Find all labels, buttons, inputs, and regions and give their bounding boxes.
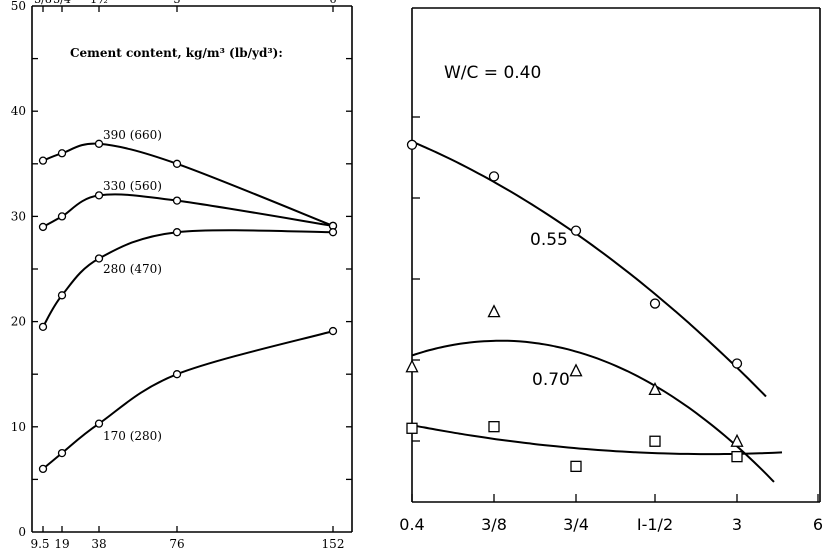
left-ticks xyxy=(32,6,352,532)
right-ticks xyxy=(411,116,819,502)
left-y-tick-label: 10 xyxy=(11,420,26,434)
right-data-point-circle xyxy=(731,358,743,369)
left-data-point xyxy=(172,159,182,168)
right-series-label: 0.55 xyxy=(530,230,568,250)
right-x-tick-labels: 0.4 3/8 3/4 I-1/2 3 6 xyxy=(399,515,823,534)
left-x-tick-labels-bottom: 9.5 19 38 76 152 xyxy=(30,537,344,551)
right-chart: 0.4 3/8 3/4 I-1/2 3 6 W/C = 0.40 0.55 0.70 xyxy=(399,7,823,534)
left-data-point xyxy=(94,139,104,148)
left-series-label: 330 (560) xyxy=(103,179,162,193)
right-series-label: W/C = 0.40 xyxy=(444,63,541,83)
right-data-point-triangle xyxy=(648,381,662,396)
left-data-point xyxy=(328,326,338,336)
left-series-label: 280 (470) xyxy=(103,262,162,276)
left-data-point xyxy=(57,149,67,158)
right-series-line xyxy=(411,140,767,398)
left-series: 390 (660) 330 (560) 280 (470) 170 (280) xyxy=(38,128,338,474)
left-data-point xyxy=(38,156,48,165)
left-x-tick-label-top: 3/4 xyxy=(53,0,71,6)
left-y-tick-label: 20 xyxy=(11,315,26,329)
left-data-point xyxy=(94,254,104,263)
left-data-point xyxy=(328,228,338,237)
left-series-line xyxy=(42,193,334,228)
left-data-point xyxy=(57,212,67,221)
left-x-tick-label: 19 xyxy=(54,537,69,551)
right-series-line xyxy=(411,424,783,456)
left-x-tick-label: 76 xyxy=(169,537,184,551)
left-data-point xyxy=(38,322,48,332)
left-chart-title: Cement content, kg/m³ (lb/yd³): xyxy=(70,46,283,60)
right-data-point-triangle xyxy=(730,433,744,447)
right-series-line xyxy=(411,339,775,483)
right-data-point-triangle xyxy=(487,304,501,318)
left-y-tick-label: 30 xyxy=(11,209,26,223)
left-x-tick-label-top: 6 xyxy=(330,0,337,6)
left-x-tick-label-top: 3 xyxy=(174,0,181,6)
left-data-point xyxy=(57,448,67,458)
right-data-point-square xyxy=(406,422,418,434)
left-data-point xyxy=(38,464,48,474)
left-data-point xyxy=(94,419,104,428)
right-data-point-circle xyxy=(649,298,661,309)
left-data-point xyxy=(94,191,104,200)
right-x-tick-label: 3/8 xyxy=(481,515,507,534)
right-data-point-circle xyxy=(488,171,500,182)
left-x-tick-label-top: 3/8 xyxy=(34,0,52,6)
right-x-tick-label: 6 xyxy=(813,515,823,534)
left-data-point xyxy=(57,291,67,300)
left-x-tick-label: 152 xyxy=(322,537,345,551)
right-data-point-square xyxy=(570,460,582,473)
left-data-point xyxy=(172,228,182,237)
left-series-label: 390 (660) xyxy=(103,128,162,142)
left-data-point xyxy=(172,196,182,205)
right-series: W/C = 0.40 0.55 0.70 xyxy=(405,63,783,483)
left-y-tick-label: 50 xyxy=(11,0,26,13)
left-series-label: 170 (280) xyxy=(103,429,162,443)
right-data-point-circle xyxy=(570,225,582,236)
left-x-tick-labels-top: 3/83/4 1½ 3 6 xyxy=(34,0,336,6)
left-data-point xyxy=(38,222,48,232)
right-data-point-triangle xyxy=(569,363,583,377)
left-x-tick-label: 38 xyxy=(91,537,106,551)
left-x-tick-label-top: 1½ xyxy=(90,0,108,6)
left-series-line xyxy=(42,330,334,470)
left-x-tick-label: 9.5 xyxy=(30,537,49,551)
left-data-point xyxy=(172,370,182,379)
right-data-point-square xyxy=(731,450,743,463)
right-data-point-circle xyxy=(406,139,418,150)
right-data-point-square xyxy=(488,421,500,433)
left-y-tick-labels: 0 10 20 30 40 50 xyxy=(11,0,26,539)
right-x-tick-label: I-1/2 xyxy=(637,515,673,534)
left-y-tick-label: 0 xyxy=(18,525,26,539)
right-x-tick-label: 0.4 xyxy=(399,515,424,534)
left-chart: 0 10 20 30 40 50 9.5 19 38 76 152 3/83/4 1½ 3 6 Ceme… xyxy=(11,0,353,551)
right-x-tick-label: 3/4 xyxy=(563,515,589,534)
right-series-label: 0.70 xyxy=(532,370,570,390)
right-x-tick-label: 3 xyxy=(732,515,742,534)
left-y-tick-label: 40 xyxy=(11,104,26,118)
right-data-point-triangle xyxy=(405,359,419,373)
right-data-point-square xyxy=(649,435,661,447)
left-series-line xyxy=(42,142,334,227)
left-series-line xyxy=(42,229,334,328)
